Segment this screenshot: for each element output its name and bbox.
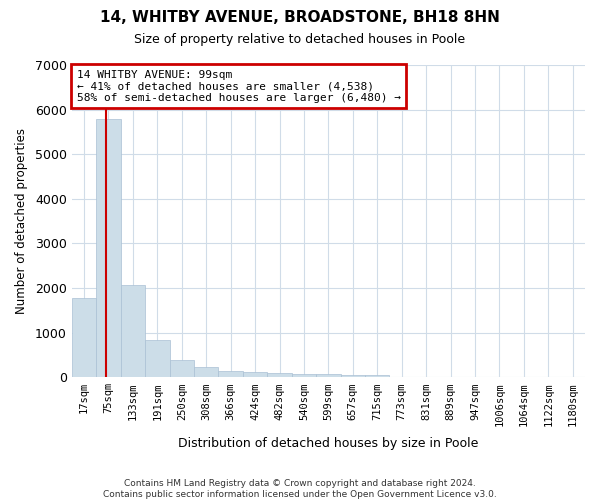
Text: 14, WHITBY AVENUE, BROADSTONE, BH18 8HN: 14, WHITBY AVENUE, BROADSTONE, BH18 8HN xyxy=(100,10,500,25)
Bar xyxy=(72,298,96,378)
Bar xyxy=(316,374,341,378)
Bar xyxy=(145,340,170,378)
Text: Contains public sector information licensed under the Open Government Licence v3: Contains public sector information licen… xyxy=(103,490,497,499)
Bar xyxy=(365,375,389,378)
Bar xyxy=(194,367,218,378)
Bar xyxy=(96,118,121,378)
Text: Contains HM Land Registry data © Crown copyright and database right 2024.: Contains HM Land Registry data © Crown c… xyxy=(124,478,476,488)
Y-axis label: Number of detached properties: Number of detached properties xyxy=(15,128,28,314)
Bar xyxy=(218,371,243,378)
Text: 14 WHITBY AVENUE: 99sqm
← 41% of detached houses are smaller (4,538)
58% of semi: 14 WHITBY AVENUE: 99sqm ← 41% of detache… xyxy=(77,70,401,103)
Bar xyxy=(243,372,268,378)
Text: Size of property relative to detached houses in Poole: Size of property relative to detached ho… xyxy=(134,32,466,46)
Bar xyxy=(121,286,145,378)
Bar xyxy=(292,374,316,378)
Bar xyxy=(341,375,365,378)
X-axis label: Distribution of detached houses by size in Poole: Distribution of detached houses by size … xyxy=(178,437,479,450)
Bar xyxy=(170,360,194,378)
Bar xyxy=(268,374,292,378)
